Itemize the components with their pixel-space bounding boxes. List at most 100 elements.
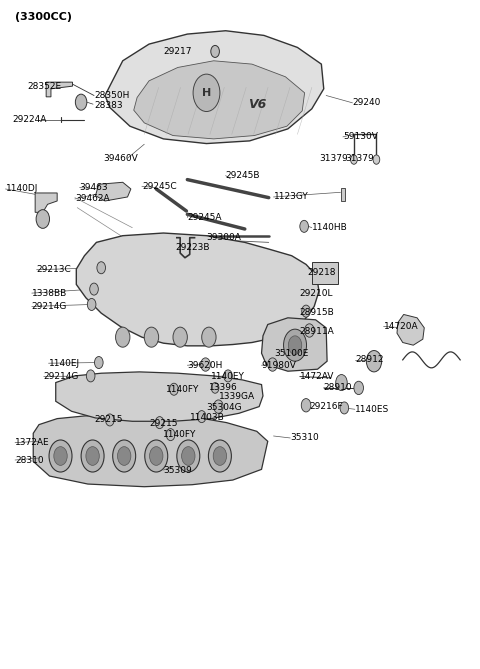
Circle shape [173,327,187,347]
Circle shape [36,209,49,228]
Polygon shape [340,187,345,201]
Circle shape [301,399,311,412]
Text: 28915B: 28915B [300,308,335,317]
Circle shape [224,370,232,382]
Polygon shape [33,415,268,487]
Text: 1140DJ: 1140DJ [5,185,38,193]
Text: 1140HB: 1140HB [312,223,348,232]
Circle shape [166,429,175,441]
Text: 1338BB: 1338BB [32,288,67,298]
Circle shape [49,440,72,472]
Circle shape [340,402,348,414]
Text: 91980V: 91980V [262,361,297,370]
Text: 29214G: 29214G [32,302,67,311]
Circle shape [202,327,216,347]
Circle shape [197,411,206,423]
Text: 29216F: 29216F [310,402,343,411]
Polygon shape [105,31,324,144]
Text: V6: V6 [248,98,266,110]
Circle shape [54,447,67,466]
Circle shape [97,262,106,274]
Text: 35309: 35309 [163,466,192,474]
Circle shape [193,74,220,112]
Text: 31379: 31379 [319,154,348,163]
Text: 35310: 35310 [290,434,319,442]
Text: 28910: 28910 [324,383,352,393]
Text: 29210L: 29210L [300,288,333,298]
Polygon shape [35,193,57,212]
Circle shape [116,327,130,347]
Polygon shape [56,372,263,421]
Circle shape [87,298,96,310]
Circle shape [95,357,103,369]
Circle shape [106,414,114,426]
Text: 1140FY: 1140FY [166,385,199,394]
Circle shape [268,358,277,371]
Polygon shape [134,61,305,139]
Circle shape [75,94,87,110]
Text: 29223B: 29223B [175,244,210,252]
Text: H: H [202,88,211,98]
Circle shape [169,383,178,395]
Text: 39460V: 39460V [104,154,138,163]
Text: 13396: 13396 [209,383,238,393]
Circle shape [113,440,136,472]
Text: 28912: 28912 [355,355,384,365]
Text: 31379: 31379 [345,154,374,163]
Polygon shape [76,233,319,346]
Circle shape [336,375,347,391]
Circle shape [288,336,302,355]
Text: 35100E: 35100E [275,349,309,358]
Text: 29245C: 29245C [142,182,177,191]
Polygon shape [397,314,424,345]
Circle shape [300,220,309,232]
Text: 29218: 29218 [307,268,336,277]
Text: 29245B: 29245B [226,171,260,180]
Text: 1123GY: 1123GY [274,193,308,201]
Circle shape [145,440,168,472]
Text: 28352E: 28352E [27,82,61,90]
Text: 29215: 29215 [149,419,178,427]
Polygon shape [312,262,338,284]
Text: 14720A: 14720A [384,322,418,331]
Circle shape [118,447,131,466]
Text: 28350H: 28350H [94,91,130,100]
Circle shape [177,440,200,472]
Circle shape [211,45,219,58]
Circle shape [81,440,104,472]
Text: 39463: 39463 [80,183,108,192]
Text: 28911A: 28911A [300,326,335,336]
Text: 29215: 29215 [94,415,122,424]
Polygon shape [262,318,327,371]
Text: 39462A: 39462A [75,195,109,203]
Text: 39620H: 39620H [187,361,223,370]
Text: 29245A: 29245A [187,213,222,221]
Text: 11403B: 11403B [190,413,225,422]
Text: 28310: 28310 [15,456,44,464]
Circle shape [284,329,307,361]
Circle shape [302,305,311,317]
Circle shape [214,400,223,413]
Circle shape [373,155,380,165]
Circle shape [181,447,195,466]
Circle shape [90,283,98,295]
Circle shape [201,358,210,371]
Circle shape [150,447,163,466]
Text: 29224A: 29224A [12,115,47,124]
Text: 1339GA: 1339GA [218,392,254,401]
Circle shape [144,327,158,347]
Polygon shape [96,182,131,201]
Circle shape [350,155,357,165]
Circle shape [366,351,382,372]
Text: 1472AV: 1472AV [300,372,334,381]
Text: 59130V: 59130V [343,132,378,141]
Circle shape [208,440,231,472]
Text: 1140EY: 1140EY [211,372,245,381]
Text: 29240: 29240 [352,98,381,107]
Text: 1140FY: 1140FY [163,430,197,439]
Circle shape [305,324,314,337]
Text: 1140EJ: 1140EJ [48,359,80,368]
Circle shape [86,370,95,382]
Circle shape [211,383,219,393]
Polygon shape [46,82,72,97]
